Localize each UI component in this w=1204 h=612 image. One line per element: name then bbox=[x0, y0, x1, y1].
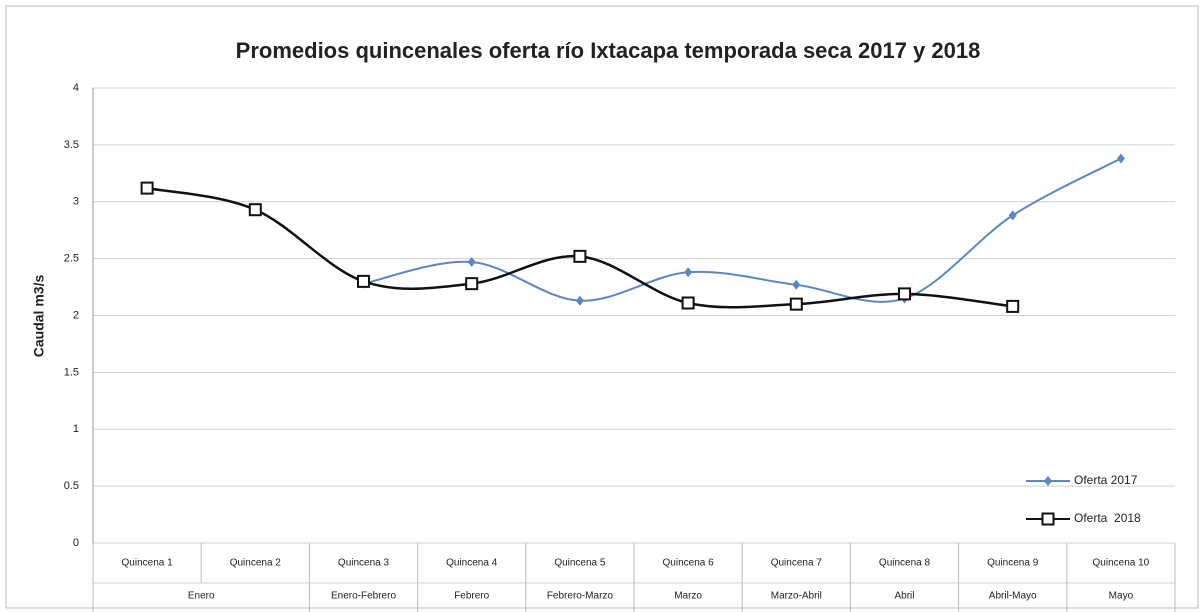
x-group-label: Mayo bbox=[1109, 591, 1134, 602]
x-group-label: Enero-Febrero bbox=[331, 591, 396, 602]
legend-marker bbox=[1041, 512, 1055, 526]
chart-border bbox=[5, 5, 1199, 609]
y-axis-label: Caudal m3/s bbox=[31, 275, 47, 358]
y-tick-label: 4 bbox=[73, 82, 79, 94]
chart-title: Promedios quincenales oferta río Ixtacap… bbox=[236, 38, 981, 63]
x-group-label: Febrero-Marzo bbox=[547, 591, 614, 602]
x-group-label: Abril bbox=[894, 591, 914, 602]
y-tick-label: 3.5 bbox=[64, 139, 79, 151]
data-point bbox=[140, 181, 154, 195]
data-point bbox=[1116, 153, 1125, 164]
data-point bbox=[898, 287, 911, 301]
y-tick-label: 0 bbox=[73, 537, 79, 549]
y-tick-label: 3 bbox=[73, 196, 79, 208]
y-tick-label: 2 bbox=[73, 309, 79, 321]
data-point bbox=[357, 274, 370, 288]
y-tick-label: 1 bbox=[73, 423, 79, 435]
data-point bbox=[681, 296, 695, 310]
x-group-label: Abril-Mayo bbox=[989, 591, 1037, 602]
data-point bbox=[1008, 210, 1017, 221]
x-tick-label: Quincena 7 bbox=[771, 558, 823, 569]
x-tick-label: Quincena 8 bbox=[879, 558, 931, 569]
x-group-label: Marzo-Abril bbox=[771, 591, 822, 602]
data-point bbox=[684, 267, 693, 278]
x-tick-label: Quincena 10 bbox=[1093, 558, 1150, 569]
x-tick-label: Quincena 9 bbox=[987, 558, 1039, 569]
legend-label: Oferta 2018 bbox=[1074, 511, 1141, 525]
series-line bbox=[363, 157, 1122, 303]
data-point bbox=[248, 203, 262, 217]
y-tick-label: 1.5 bbox=[64, 366, 79, 378]
data-point bbox=[792, 279, 801, 290]
y-tick-label: 0.5 bbox=[64, 480, 79, 492]
x-tick-label: Quincena 2 bbox=[230, 558, 282, 569]
x-group-label: Febrero bbox=[454, 591, 489, 602]
x-group-label: Marzo bbox=[674, 591, 702, 602]
legend-marker bbox=[1044, 476, 1052, 486]
x-tick-label: Quincena 6 bbox=[663, 558, 715, 569]
data-point bbox=[575, 295, 584, 306]
data-point bbox=[789, 297, 803, 311]
x-group-label: Enero bbox=[188, 591, 215, 602]
data-point bbox=[465, 277, 479, 291]
data-point bbox=[467, 257, 476, 268]
x-tick-label: Quincena 1 bbox=[122, 558, 174, 569]
x-tick-label: Quincena 3 bbox=[338, 558, 390, 569]
data-point bbox=[573, 249, 587, 263]
legend-label: Oferta 2017 bbox=[1074, 473, 1138, 487]
x-tick-label: Quincena 4 bbox=[446, 558, 498, 569]
data-point bbox=[1006, 299, 1020, 313]
x-tick-label: Quincena 5 bbox=[554, 558, 606, 569]
y-tick-label: 2.5 bbox=[64, 253, 79, 265]
